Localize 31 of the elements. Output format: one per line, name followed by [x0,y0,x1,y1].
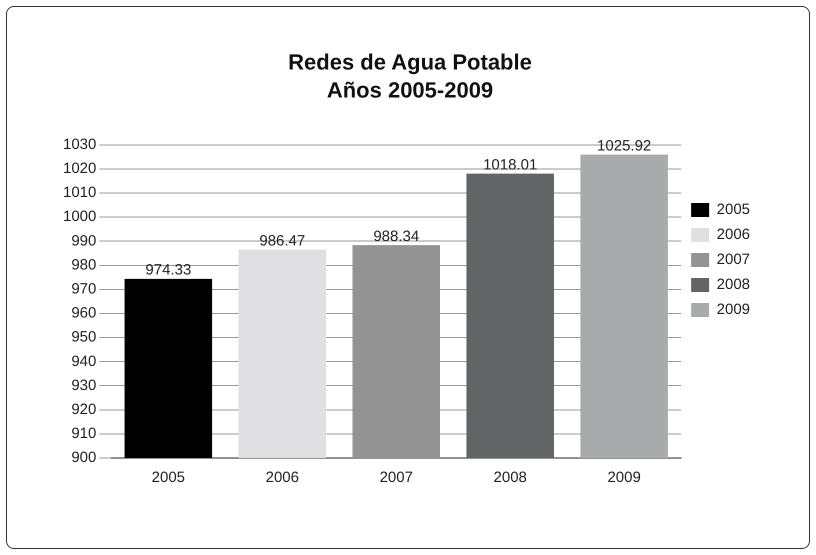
legend-label: 2009 [716,301,750,318]
x-tick-label: 2009 [607,469,641,486]
y-tick-label: 910 [71,425,96,442]
legend-label: 2005 [716,201,750,218]
legend-label: 2006 [716,226,750,244]
x-tick-label: 2006 [266,469,299,486]
y-tick-label: 1030 [62,136,96,153]
data-label: 988.34 [373,228,420,245]
legend-label: 2008 [716,276,750,294]
data-label: 974.33 [145,262,192,279]
y-tick-label: 940 [71,352,96,370]
y-tick-label: 930 [71,376,96,394]
data-label: 986.47 [259,232,306,250]
y-tick-label: 960 [71,304,96,322]
legend-label: 2007 [716,251,750,268]
y-tick-label: 1020 [62,160,96,178]
data-label: 1018.01 [483,156,538,174]
x-tick-label: 2008 [494,469,527,486]
y-tick-label: 950 [71,328,96,346]
chart-title: Redes de Agua Potable [288,49,532,74]
x-tick-label: 2005 [152,469,186,486]
chart-subtitle: Años 2005-2009 [326,78,494,103]
y-tick-label: 990 [71,232,96,250]
y-tick-label: 1000 [62,208,96,226]
data-label: 1025.92 [597,137,652,154]
y-tick-label: 900 [71,449,96,466]
y-tick-label: 970 [71,280,96,298]
y-tick-label: 1010 [62,184,96,202]
y-tick-label: 920 [71,400,96,418]
y-tick-label: 980 [71,256,96,274]
x-tick-label: 2007 [380,469,413,486]
